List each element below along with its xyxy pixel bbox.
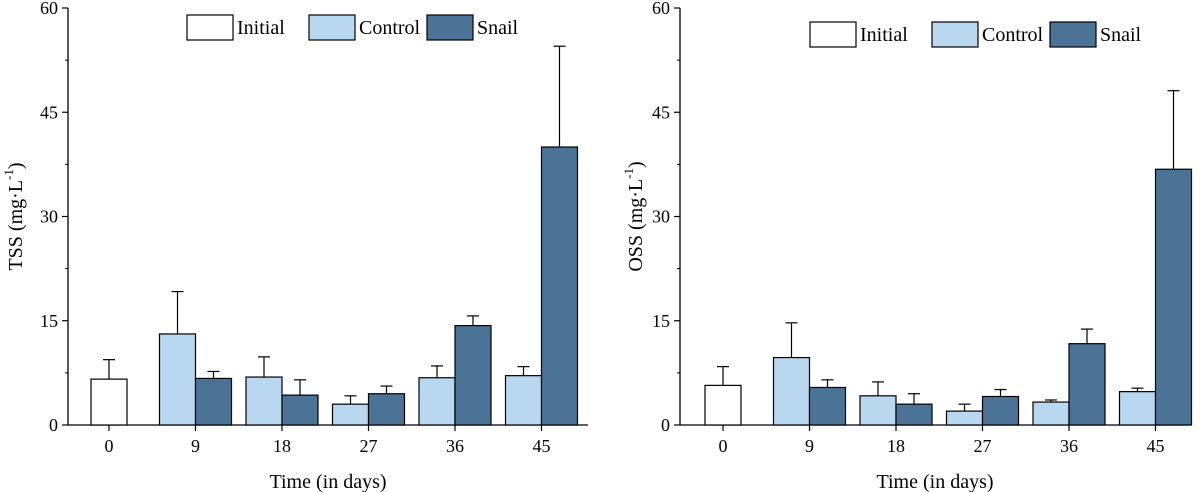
- bar-control-18: [245, 376, 283, 426]
- y-tick-label: 30: [40, 207, 58, 227]
- legend-swatch-snail: [1049, 21, 1097, 48]
- bar-snail-9: [194, 377, 233, 426]
- legend-label-initial: Initial: [860, 24, 908, 46]
- x-tick-label: 36: [1060, 436, 1078, 456]
- bar-snail-45: [540, 146, 579, 426]
- bar-snail-18: [281, 394, 319, 426]
- tss-chart-panel: 0 15 30 45 60 0 9 18 27 36 45 Time (in days) TSS (mg…: [1, 0, 588, 492]
- x-tick-label: 18: [273, 436, 291, 456]
- legend-swatch-initial: [809, 21, 857, 48]
- y-tick-label: 60: [40, 0, 58, 18]
- legend: Initial Control Snail: [809, 21, 1142, 48]
- y-axis-title: TSS (mg·L-1): [1, 162, 27, 270]
- legend-swatch-snail: [426, 14, 474, 41]
- y-tick-label: 30: [652, 207, 670, 227]
- x-tick-label: 45: [533, 436, 551, 456]
- legend-swatch-control: [308, 14, 356, 41]
- bar-control-36: [418, 377, 456, 426]
- x-tick-label: 18: [887, 436, 905, 456]
- bar-snail-9: [808, 386, 847, 426]
- bar-control-9: [158, 333, 197, 426]
- y-tick-label: 15: [40, 311, 58, 331]
- bar-snail-27: [981, 395, 1020, 426]
- oss-chart-panel: 0 15 30 45 60 0 9 18 27 36 45 Time (in days) OSS (mg…: [621, 0, 1193, 492]
- x-tick-label: 0: [719, 436, 728, 456]
- bar-control-18: [859, 395, 897, 426]
- legend-label-control: Control: [982, 24, 1044, 46]
- y-tick-label: 0: [49, 415, 58, 435]
- bar-control-45: [504, 375, 543, 426]
- legend: Initial Control Snail: [186, 14, 519, 41]
- x-tick-label: 0: [105, 436, 114, 456]
- x-tick-label: 45: [1147, 436, 1165, 456]
- bar-control-45: [1118, 391, 1157, 426]
- legend-label-snail: Snail: [477, 17, 519, 39]
- bar-control-27: [331, 403, 370, 426]
- x-tick-label: 9: [191, 436, 200, 456]
- bar-control-27: [945, 410, 984, 426]
- x-tick-label: 27: [974, 436, 992, 456]
- legend-swatch-control: [931, 21, 979, 48]
- y-axis-title: OSS (mg·L-1): [621, 161, 647, 271]
- bar-snail-45: [1154, 168, 1193, 426]
- legend-label-snail: Snail: [1100, 24, 1142, 46]
- x-tick-label: 27: [360, 436, 378, 456]
- bar-snail-36: [454, 325, 492, 426]
- x-axis-title: Time (in days): [269, 471, 386, 492]
- legend-swatch-initial: [186, 14, 234, 41]
- x-tick-label: 36: [446, 436, 464, 456]
- bar-snail-36: [1068, 343, 1106, 426]
- bar-initial-0: [90, 378, 128, 426]
- y-tick-label: 0: [661, 415, 670, 435]
- y-tick-label: 45: [40, 102, 58, 122]
- bar-snail-18: [895, 403, 933, 426]
- y-tick-label: 15: [652, 311, 670, 331]
- bar-initial-0: [704, 384, 742, 426]
- legend-label-initial: Initial: [237, 17, 285, 39]
- x-tick-label: 9: [805, 436, 814, 456]
- y-tick-label: 45: [652, 102, 670, 122]
- bar-control-36: [1032, 401, 1070, 426]
- x-axis-title: Time (in days): [876, 471, 993, 492]
- bar-control-9: [772, 356, 811, 426]
- y-tick-label: 60: [652, 0, 670, 18]
- bar-snail-27: [367, 393, 406, 426]
- legend-label-control: Control: [359, 17, 421, 39]
